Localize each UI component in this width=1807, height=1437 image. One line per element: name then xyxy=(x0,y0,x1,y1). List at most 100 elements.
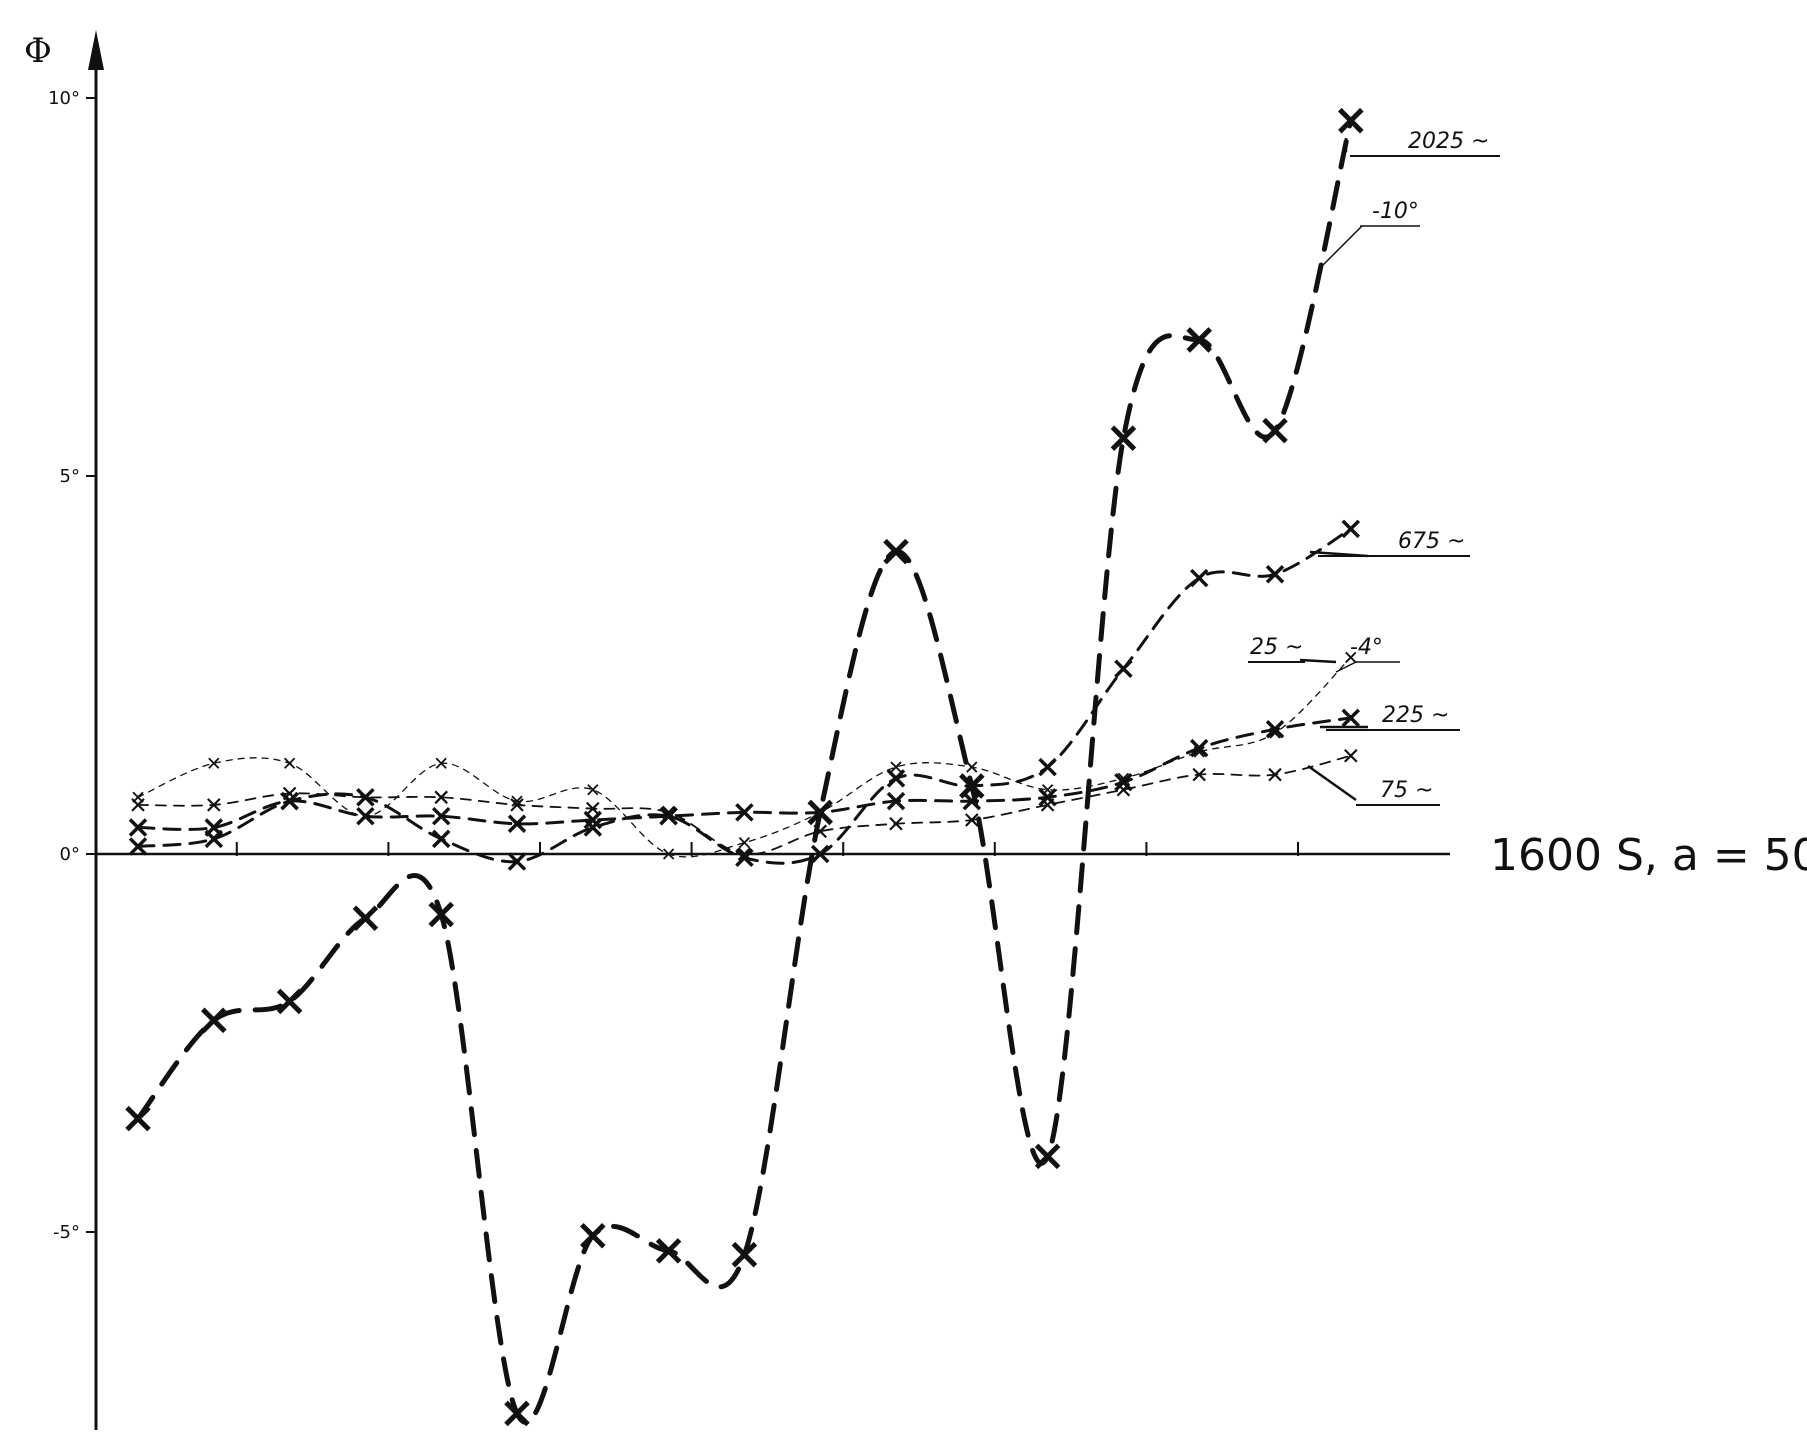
data-point-marker xyxy=(283,757,296,769)
legend-label: 75 ~ xyxy=(1380,778,1433,803)
data-point-marker xyxy=(1116,782,1131,797)
data-point-marker xyxy=(1193,746,1205,758)
data-point-marker xyxy=(583,818,603,837)
data-point-marker xyxy=(886,769,906,788)
data-point-marker xyxy=(1034,1143,1061,1170)
series-2025-group xyxy=(125,107,1364,1427)
data-point-marker xyxy=(883,538,909,565)
legend-angle-label: -10° xyxy=(1372,199,1419,224)
data-point-marker xyxy=(1189,568,1209,588)
legend-leader xyxy=(1307,764,1357,802)
series-225-group xyxy=(128,708,1361,837)
data-point-marker xyxy=(1114,659,1133,679)
y-axis-arrow xyxy=(88,30,104,70)
data-point-marker xyxy=(966,761,978,773)
data-point-marker xyxy=(352,905,379,932)
legend-label: 25 ~ xyxy=(1250,635,1303,660)
data-point-marker xyxy=(1269,727,1281,739)
data-point-marker xyxy=(1041,784,1054,796)
series-75-group xyxy=(131,748,1358,861)
data-point-marker xyxy=(1265,565,1285,584)
data-point-marker xyxy=(125,1105,151,1132)
series-line xyxy=(137,656,1352,858)
data-point-marker xyxy=(1344,748,1358,763)
data-point-marker xyxy=(428,901,454,928)
series-line xyxy=(135,118,1354,1425)
data-point-marker xyxy=(132,791,144,803)
data-point-marker xyxy=(737,847,752,861)
legend-angle-label: -4° xyxy=(1350,635,1383,660)
data-point-marker xyxy=(128,837,148,856)
data-point-marker xyxy=(1110,425,1137,451)
legend-angle-leader xyxy=(1321,225,1363,267)
data-point-marker xyxy=(507,814,527,833)
data-point-marker xyxy=(431,806,451,826)
y-tick-label: 5° xyxy=(60,466,80,487)
data-point-marker xyxy=(1040,798,1055,812)
data-point-marker xyxy=(962,776,982,796)
data-point-marker xyxy=(962,791,982,811)
data-point-marker xyxy=(207,798,221,812)
data-point-marker xyxy=(1268,767,1282,782)
data-point-marker xyxy=(1192,767,1206,782)
legend-label: 2025 ~ xyxy=(1408,129,1489,154)
data-point-marker xyxy=(813,824,827,839)
data-point-marker xyxy=(586,801,600,816)
data-point-marker xyxy=(504,1400,530,1427)
legend-leader xyxy=(1309,550,1369,558)
y-axis-label: Φ xyxy=(24,31,52,71)
data-point-marker xyxy=(208,757,220,769)
data-point-marker xyxy=(511,795,523,807)
legend-label: 675 ~ xyxy=(1398,529,1465,554)
data-point-marker xyxy=(282,786,297,801)
data-point-marker xyxy=(886,791,906,811)
data-point-marker xyxy=(1117,772,1130,785)
data-point-marker xyxy=(580,1223,606,1249)
data-point-marker xyxy=(435,757,447,769)
data-point-marker xyxy=(276,988,303,1015)
data-point-marker xyxy=(655,1238,682,1264)
axes: 10° 5° 0° -5° xyxy=(48,30,1450,1430)
data-point-marker xyxy=(358,790,373,805)
data-point-marker xyxy=(890,761,902,773)
data-point-marker xyxy=(280,791,299,811)
data-point-marker xyxy=(738,837,751,849)
data-point-marker xyxy=(359,810,372,822)
y-tick-label: 10° xyxy=(48,88,80,109)
data-point-marker xyxy=(204,818,224,837)
legend-leader xyxy=(1299,658,1337,664)
series-675-group xyxy=(128,519,1361,871)
data-point-marker xyxy=(507,852,527,871)
legend-label: 225 ~ xyxy=(1382,703,1449,728)
legend-angle-leader xyxy=(1335,661,1357,673)
data-point-marker xyxy=(1262,417,1288,444)
data-point-marker xyxy=(731,1241,758,1268)
data-point-marker xyxy=(587,784,599,796)
data-point-marker xyxy=(1345,651,1357,664)
data-point-marker xyxy=(662,848,675,860)
data-point-marker xyxy=(201,1007,227,1034)
data-point-marker xyxy=(1114,772,1133,792)
data-point-marker xyxy=(1186,327,1212,353)
data-point-marker xyxy=(889,816,903,831)
data-point-marker xyxy=(434,790,448,805)
series-layer xyxy=(125,107,1364,1427)
data-point-marker xyxy=(510,798,524,812)
data-point-marker xyxy=(1338,107,1364,134)
data-point-marker xyxy=(735,803,754,822)
data-point-marker xyxy=(128,818,148,837)
data-point-marker xyxy=(1341,708,1361,728)
y-tick-label: -5° xyxy=(53,1222,80,1243)
data-point-marker xyxy=(810,844,830,864)
series-25-group xyxy=(132,651,1357,860)
data-point-marker xyxy=(814,806,826,819)
data-point-marker xyxy=(1038,757,1057,777)
y-tick-label: 0° xyxy=(60,844,80,865)
data-point-marker xyxy=(431,829,451,849)
data-point-marker xyxy=(1341,519,1361,539)
data-point-marker xyxy=(965,813,979,827)
data-point-marker xyxy=(1038,788,1057,807)
data-point-marker xyxy=(1265,720,1285,739)
data-point-marker xyxy=(661,805,676,820)
